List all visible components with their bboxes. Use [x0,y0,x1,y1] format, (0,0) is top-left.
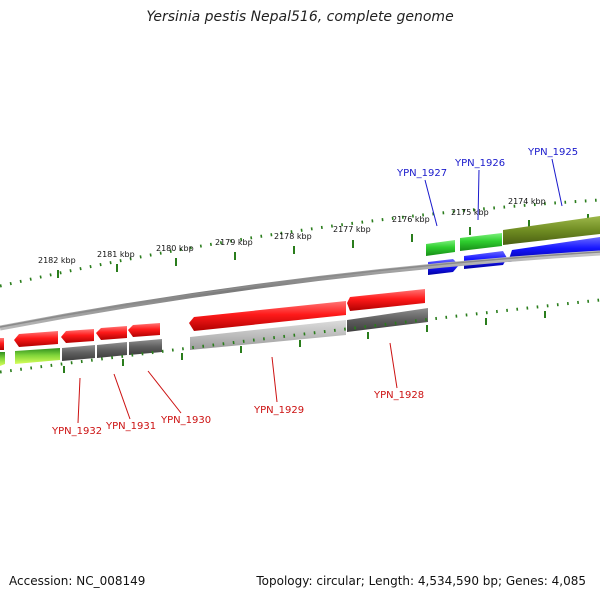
gene-feature[interactable] [62,345,95,361]
gene-feature[interactable] [0,338,4,350]
gene-label[interactable]: YPN_1926 [454,158,505,169]
leader-line [477,169,480,221]
leader-line [271,356,278,403]
kbp-label: 2175 kbp [451,208,489,217]
gene-label[interactable]: YPN_1927 [396,168,447,179]
leader-line [551,158,563,207]
gene-feature[interactable] [347,308,428,332]
top-gene-labels: YPN_1927 YPN_1926 YPN_1925 [396,147,578,179]
leader-line [147,370,182,414]
reverse-strand-genes [0,289,428,366]
gene-feature[interactable] [96,326,127,340]
leader-line [389,342,398,389]
gene-label[interactable]: YPN_1931 [105,421,156,432]
gene-feature[interactable] [503,216,600,245]
kbp-label: 2179 kbp [215,238,253,247]
map-title: Yersinia pestis Nepal516, complete genom… [146,9,454,25]
kbp-label: 2174 kbp [508,197,546,206]
kbp-label: 2178 kbp [274,232,312,241]
inner-tick-track [0,298,600,374]
gene-label[interactable]: YPN_1925 [527,147,578,158]
gene-feature[interactable] [61,329,94,343]
leader-line [77,377,81,424]
kbp-label: 2181 kbp [97,250,135,259]
genome-backbone-highlight [0,251,600,328]
accession-text: Accession: NC_008149 [9,574,146,588]
kbp-label: 2182 kbp [38,256,76,265]
gene-feature[interactable] [190,320,346,350]
gene-label[interactable]: YPN_1928 [373,390,424,401]
gene-feature[interactable] [426,240,455,256]
gene-label[interactable]: YPN_1932 [51,426,102,437]
gene-label[interactable]: YPN_1929 [253,405,304,416]
gene-feature[interactable] [14,331,58,347]
gene-feature[interactable] [0,352,5,366]
gene-feature[interactable] [460,233,502,251]
gene-label[interactable]: YPN_1930 [160,415,211,426]
gene-feature[interactable] [97,342,127,358]
leader-line [424,179,438,227]
genome-backbone [0,250,600,331]
gene-feature[interactable] [15,348,60,364]
kbp-label: 2180 kbp [156,244,194,253]
gene-feature[interactable] [189,301,346,331]
bottom-gene-labels: YPN_1932 YPN_1931 YPN_1930 YPN_1929 YPN_… [51,390,424,437]
kbp-label: 2176 kbp [392,215,430,224]
genome-summary-text: Topology: circular; Length: 4,534,590 bp… [256,574,586,588]
top-gene-leaders [424,158,563,227]
gene-feature[interactable] [128,323,160,337]
kbp-label: 2177 kbp [333,225,371,234]
bottom-gene-leaders [77,342,398,424]
kbp-labels: 2182 kbp 2181 kbp 2180 kbp 2179 kbp 2178… [38,197,546,265]
gene-feature[interactable] [129,339,162,355]
leader-line [113,373,131,420]
gene-feature[interactable] [347,289,425,311]
